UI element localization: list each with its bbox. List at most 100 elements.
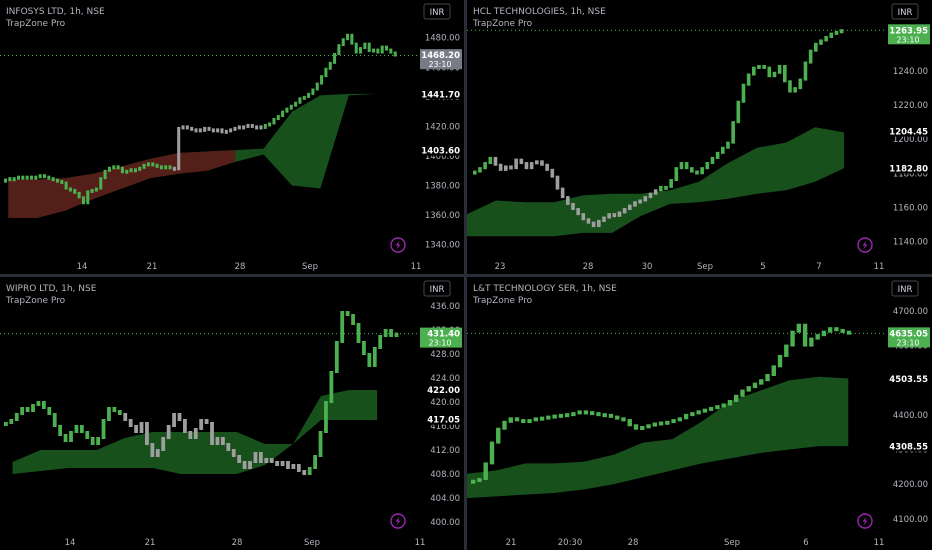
candle xyxy=(68,187,72,192)
candle xyxy=(765,374,770,382)
indicator-name: TrapZone Pro xyxy=(5,296,66,306)
candle xyxy=(215,437,220,445)
candle xyxy=(483,462,488,480)
candle xyxy=(488,156,493,165)
y-tick-label: 1340.00 xyxy=(425,241,460,251)
lightning-bolt xyxy=(395,240,401,250)
lightning-bolt xyxy=(862,240,868,250)
candle xyxy=(393,51,397,57)
candle xyxy=(233,126,237,131)
candle xyxy=(665,420,670,425)
candle xyxy=(133,168,137,173)
candle xyxy=(128,419,133,427)
candle xyxy=(731,121,735,144)
candle xyxy=(669,179,673,188)
candle xyxy=(242,125,246,130)
candle xyxy=(473,170,477,175)
candle xyxy=(564,413,570,418)
candle xyxy=(101,419,106,439)
chart-panel-wipro[interactable]: WIPRO LTD, 1h, NSE TrapZone Pro INR 436.00 4… xyxy=(0,277,464,550)
cloud-band xyxy=(467,376,849,499)
candle xyxy=(746,73,751,86)
candle xyxy=(827,327,833,333)
y-tick-label: 4200.00 xyxy=(893,480,928,490)
candle xyxy=(628,204,632,211)
candle xyxy=(658,421,664,426)
candle xyxy=(172,413,176,427)
currency-label: INR xyxy=(898,285,913,295)
candle xyxy=(535,160,539,165)
chart-title: HCL TECHNOLOGIES, 1h, NSE xyxy=(473,7,606,17)
candle xyxy=(264,458,269,463)
candle xyxy=(752,66,756,76)
candle xyxy=(99,177,103,190)
candle xyxy=(633,424,639,430)
currency-label: INR xyxy=(430,285,445,295)
y-tick-label: 412.00 xyxy=(430,446,460,456)
candle xyxy=(38,174,42,179)
candle xyxy=(653,189,658,195)
candle xyxy=(679,162,684,170)
candle xyxy=(64,181,68,190)
candle xyxy=(846,330,852,335)
candle xyxy=(527,419,532,424)
lightning-icon xyxy=(857,237,873,253)
chart-hcl-svg[interactable]: HCL TECHNOLOGIES, 1h, NSE TrapZone Pro INR… xyxy=(467,0,932,274)
price-tag xyxy=(888,162,930,174)
chart-infosys-svg[interactable]: INFOSYS LTD, 1h, NSE TrapZone Pro INR 1480.… xyxy=(0,0,464,274)
chart-lnt-svg[interactable]: L&T TECHNOLOGY SER, 1h, NSE TrapZone Pro I… xyxy=(467,277,932,550)
candle xyxy=(483,162,487,170)
currency-button xyxy=(423,280,451,297)
chart-panel-infosys[interactable]: INFOSYS LTD, 1h, NSE TrapZone Pro INR 1480.… xyxy=(0,0,464,274)
candle xyxy=(302,470,307,475)
x-tick-label: 28 xyxy=(232,538,243,548)
x-tick-label: 21 xyxy=(147,262,158,272)
candle xyxy=(581,213,586,221)
candle xyxy=(478,167,482,173)
candle xyxy=(803,61,808,81)
candle xyxy=(802,323,808,347)
y-tick-label: 1400.00 xyxy=(425,152,460,162)
candle xyxy=(834,30,839,35)
candle xyxy=(286,461,290,469)
candle xyxy=(566,196,570,205)
chart-panel-lnt[interactable]: L&T TECHNOLOGY SER, 1h, NSE TrapZone Pro I… xyxy=(467,277,932,550)
candle xyxy=(545,163,549,171)
candle xyxy=(638,199,642,204)
candle xyxy=(684,162,689,170)
candle xyxy=(767,66,772,78)
candle xyxy=(671,419,676,424)
y-tick-label: 408.00 xyxy=(430,470,460,480)
y-tick-label: 404.00 xyxy=(430,494,460,504)
candle xyxy=(263,123,267,129)
candle xyxy=(340,311,345,343)
price-tag xyxy=(420,384,462,395)
chart-wipro-svg[interactable]: WIPRO LTD, 1h, NSE TrapZone Pro INR 436.00 4… xyxy=(0,277,464,550)
candle xyxy=(652,422,657,427)
candle xyxy=(199,419,204,430)
candle xyxy=(337,44,341,55)
candle xyxy=(586,218,591,224)
candle xyxy=(529,162,534,170)
candle xyxy=(715,405,720,410)
candle xyxy=(320,75,324,85)
y-tick-label: 1420.00 xyxy=(425,122,460,132)
candle xyxy=(710,156,715,165)
chart-title: INFOSYS LTD, 1h, NSE xyxy=(6,7,105,17)
x-tick-label: 11 xyxy=(874,538,885,548)
candle xyxy=(367,353,372,367)
candle xyxy=(318,431,323,457)
x-tick-label: 14 xyxy=(77,262,88,272)
candle xyxy=(509,165,513,170)
candle xyxy=(34,175,38,180)
candle xyxy=(302,95,306,100)
candle xyxy=(334,341,339,373)
candle xyxy=(659,185,663,192)
candle xyxy=(125,169,129,174)
chart-panel-hcl[interactable]: HCL TECHNOLOGIES, 1h, NSE TrapZone Pro INR… xyxy=(467,0,932,274)
candle xyxy=(504,165,508,171)
candle xyxy=(471,479,476,484)
y-tick-label: 4400.00 xyxy=(893,411,928,421)
y-tick-label: 416.00 xyxy=(430,422,460,432)
candle xyxy=(834,327,839,332)
